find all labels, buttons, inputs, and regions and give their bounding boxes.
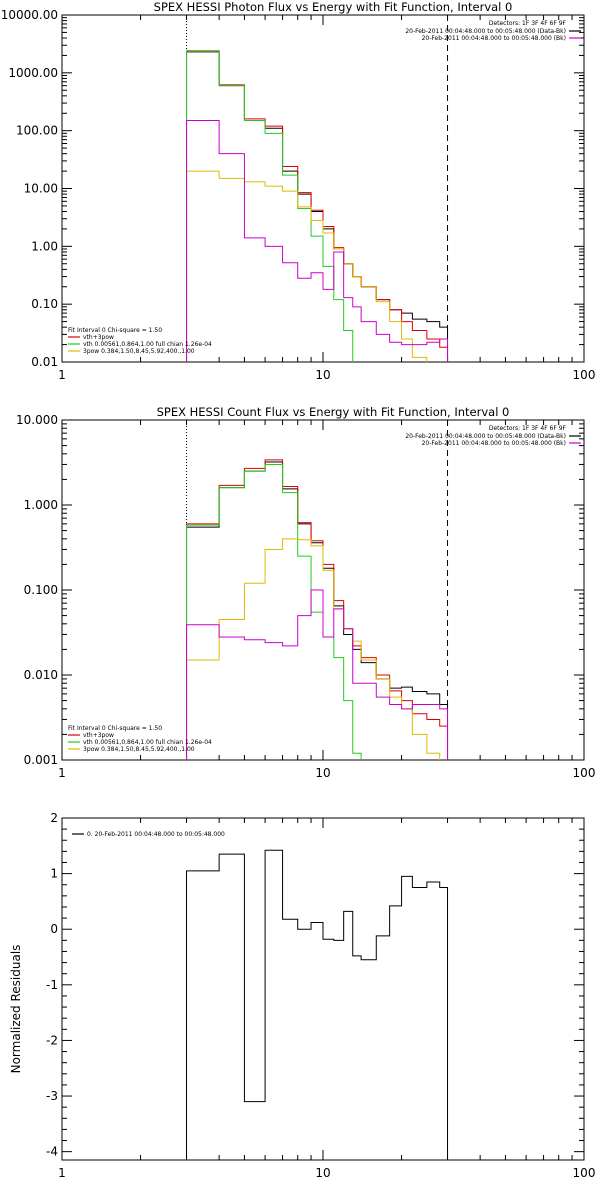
series-3pow — [186, 538, 441, 760]
series-bk — [186, 589, 449, 760]
legend-entry-label: vth 0.00561,0.864,1.00 full chian 1.26e-… — [83, 739, 212, 746]
x-tick-label: 10 — [315, 1166, 330, 1180]
chart-title: SPEX HESSI Count Flux vs Energy with Fit… — [157, 405, 510, 419]
y-tick-label: 0.001 — [24, 753, 58, 767]
legend-detectors: Detectors: 1F 3F 4F 6F 9F — [489, 425, 567, 432]
legend-entry-label: 3pow 0.384,1.50,8.45,5.92,400.,1.00 — [83, 746, 195, 753]
chart-title: SPEX HESSI Photon Flux vs Energy with Fi… — [154, 0, 513, 14]
y-axis-label: Normalized Residuals — [9, 945, 23, 1074]
legend-entry-label: vth+3pow — [83, 732, 114, 739]
plot-frame — [61, 14, 585, 363]
legend-entry-label: 20-Feb-2011 00:04:48.000 to 00:05:48.000… — [422, 440, 566, 447]
y-tick-label: 1000.00 — [8, 66, 58, 80]
legend-entry-label: vth 0.00561,0.864,1.00 full chian 1.26e-… — [83, 341, 212, 348]
legend-entry-label: 20-Feb-2011 00:04:48.000 to 00:05:48.000… — [422, 35, 566, 42]
y-tick-label: -2 — [46, 1033, 58, 1047]
legend-fit-interval: Fit Interval 0 Chi-square = 1.50 — [68, 327, 162, 334]
x-tick-label: 1 — [58, 368, 66, 382]
panel-3 — [61, 817, 585, 1161]
series-vth-3pow — [186, 459, 449, 760]
legend-entry-label: 0. 20-Feb-2011 00:04:48.000 to 00:05:48.… — [87, 831, 225, 838]
x-tick-label: 10 — [315, 368, 330, 382]
y-tick-label: 10.00 — [24, 182, 58, 196]
y-tick-label: 1.000 — [24, 498, 58, 512]
legend-entry-label: 20-Feb-2011 00:04:48.000 to 00:05:48.000… — [405, 28, 566, 35]
y-tick-label: -1 — [46, 978, 58, 992]
series-vth-3pow — [186, 50, 449, 362]
legend-detectors: Detectors: 1F 3F 4F 6F 9F — [489, 20, 567, 27]
series-3pow — [186, 170, 428, 362]
y-tick-label: 100.00 — [16, 124, 58, 138]
series-vth — [186, 50, 354, 362]
plot-frame — [61, 817, 585, 1161]
y-tick-label: 2 — [50, 811, 58, 825]
y-tick-label: 10000.00 — [1, 8, 58, 22]
panel-2 — [61, 419, 585, 761]
legend-entry-label: vth+3pow — [83, 334, 114, 341]
y-tick-label: 0.100 — [24, 583, 58, 597]
x-tick-label: 1 — [58, 1166, 66, 1180]
y-tick-label: -3 — [46, 1089, 58, 1103]
y-tick-label: 0 — [50, 922, 58, 936]
y-tick-label: -4 — [46, 1145, 58, 1159]
legend-entry-label: 3pow 0.384,1.50,8.45,5.92,400.,1.00 — [83, 348, 195, 355]
x-tick-label: 100 — [573, 368, 596, 382]
series-residuals — [186, 849, 449, 1160]
legend-entry-label: 20-Feb-2011 00:04:48.000 to 00:05:48.000… — [405, 433, 566, 440]
x-tick-label: 100 — [573, 1166, 596, 1180]
x-tick-label: 1 — [58, 766, 66, 780]
panel-1 — [61, 14, 585, 363]
x-tick-label: 100 — [573, 766, 596, 780]
series-bk — [186, 119, 449, 362]
series-vth — [186, 463, 362, 760]
y-tick-label: 10.000 — [16, 413, 58, 427]
y-tick-label: 1 — [50, 867, 58, 881]
x-tick-label: 10 — [315, 766, 330, 780]
y-tick-label: 0.10 — [31, 297, 58, 311]
legend-fit-interval: Fit Interval 0 Chi-square = 1.50 — [68, 725, 162, 732]
y-tick-label: 0.010 — [24, 668, 58, 682]
y-tick-label: 1.00 — [31, 239, 58, 253]
y-tick-label: 0.01 — [31, 355, 58, 369]
series-data-bk — [186, 461, 449, 760]
